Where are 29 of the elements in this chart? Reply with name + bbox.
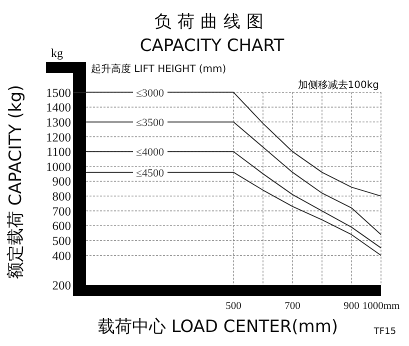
text: TF15 [372, 327, 396, 337]
x-tick-label: 900 [344, 301, 360, 312]
y-tick-label: 400 [52, 248, 71, 263]
y-axis-title: 额定载荷 CAPACITY (kg) [6, 84, 26, 280]
x-tick-label: 700 [284, 301, 300, 312]
series-label: ≤3000 [136, 87, 165, 100]
text: kg [51, 46, 63, 60]
x-tick-label: 1000mm [362, 301, 400, 312]
y-tick-label: 1000 [46, 160, 71, 174]
y-tick-label: 500 [52, 234, 71, 248]
y-tick-label: 600 [52, 219, 71, 234]
chart-subtitle: CAPACITY CHART [140, 36, 285, 56]
y-tick-label: 1400 [46, 100, 71, 115]
y-tick-label: 1200 [46, 130, 71, 144]
series-label: ≤4000 [136, 146, 165, 159]
x-axis-title: 载荷中心 LOAD CENTER(mm) [98, 317, 338, 337]
y-tick-label: 800 [52, 190, 71, 204]
series-label: ≤4500 [136, 167, 165, 180]
x-tick-label: 500 [226, 301, 242, 312]
y-tick-label: 700 [52, 204, 71, 218]
text: 加侧移减去100kg [298, 79, 379, 91]
legend-title: 起升高度 LIFT HEIGHT (mm) [91, 63, 226, 75]
y-tick-label: 1300 [46, 115, 71, 130]
y-tick-label: 1100 [46, 145, 71, 160]
y-tick-label: 1500 [46, 86, 71, 100]
y-tick-label: 900 [52, 174, 71, 189]
series-label: ≤3500 [136, 116, 165, 129]
y-tick-label: 200 [52, 278, 71, 292]
chart-title: 负荷曲线图 [154, 12, 270, 32]
